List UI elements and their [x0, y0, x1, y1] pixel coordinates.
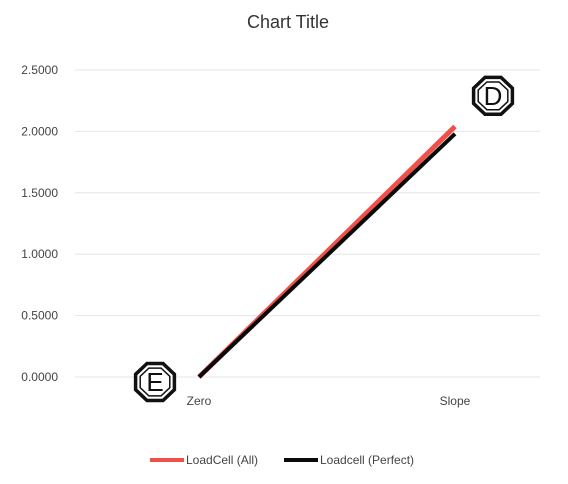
y-tick-label: 0.5000	[21, 309, 58, 323]
chart-title: Chart Title	[247, 12, 329, 32]
annotation-label: D	[484, 81, 503, 111]
legend-label: LoadCell (All)	[186, 453, 258, 467]
legend: LoadCell (All) Loadcell (Perfect)	[150, 453, 414, 467]
series-lines	[197, 124, 457, 379]
x-tick-label: Slope	[440, 394, 471, 408]
annotation-badge: D	[471, 75, 515, 117]
annotation-label: E	[146, 367, 163, 397]
y-tick-label: 0.0000	[21, 370, 58, 384]
series-line-2	[197, 132, 457, 379]
x-axis-tick-labels: Zero Slope	[187, 394, 471, 408]
y-tick-label: 2.0000	[21, 124, 58, 138]
legend-label: Loadcell (Perfect)	[320, 453, 414, 467]
gridlines	[75, 69, 540, 378]
x-tick-label: Zero	[187, 394, 212, 408]
legend-item: LoadCell (All)	[150, 453, 258, 467]
annotation-octagon-inner	[477, 81, 509, 111]
y-axis-tick-labels: 0.0000 0.5000 1.0000 1.5000 2.0000 2.5000	[21, 63, 58, 384]
annotations: DE	[133, 75, 515, 403]
annotation-octagon	[471, 75, 515, 117]
y-tick-label: 1.5000	[21, 186, 58, 200]
y-tick-label: 1.0000	[21, 247, 58, 261]
annotation-octagon-inner	[139, 367, 171, 397]
annotation-badge: E	[133, 361, 177, 403]
legend-item: Loadcell (Perfect)	[284, 453, 414, 467]
y-tick-label: 2.5000	[21, 63, 58, 77]
annotation-octagon	[133, 361, 177, 403]
